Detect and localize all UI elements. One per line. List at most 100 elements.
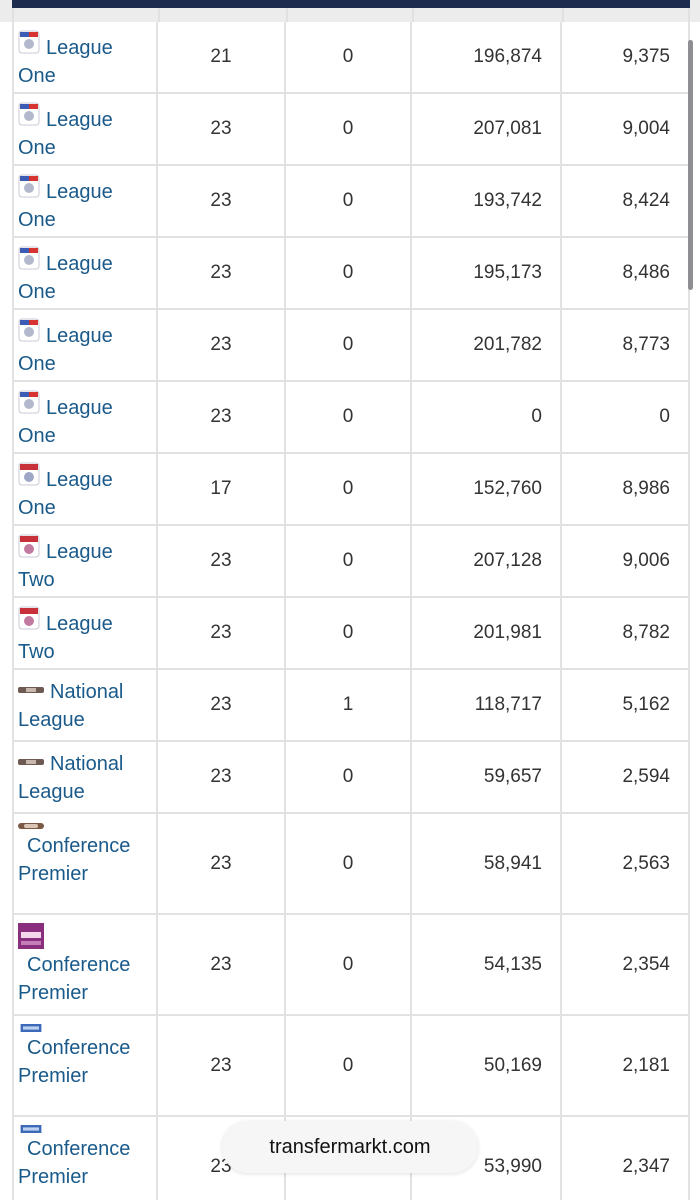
competition-cell[interactable]: League One — [12, 382, 158, 454]
url-text[interactable]: transfermarkt.com — [269, 1135, 431, 1158]
competition-link[interactable]: League One — [18, 30, 113, 87]
cell-col3: 0 — [286, 94, 412, 166]
cell-col3: 0 — [286, 310, 412, 382]
cell-col4: 50,169 — [412, 1016, 562, 1117]
competition-name[interactable]: League Two — [18, 613, 113, 663]
cell-col5: 9,004 — [562, 94, 690, 166]
league-one-logo-icon — [18, 174, 40, 198]
table-row: Conference Premier 23 0 50,169 2,181 — [12, 1016, 690, 1117]
competition-name[interactable]: National League — [18, 753, 124, 803]
cell-col2: 17 — [158, 454, 286, 526]
competition-name[interactable]: League One — [18, 397, 113, 447]
competition-name[interactable]: League One — [18, 469, 113, 519]
cell-col2: 23 — [158, 382, 286, 454]
cell-col5: 5,162 — [562, 670, 690, 742]
cell-col4: 193,742 — [412, 166, 562, 238]
competition-cell[interactable]: Conference Premier — [12, 1016, 158, 1117]
cell-col4: 196,874 — [412, 22, 562, 94]
table-row: League One 23 0 195,173 8,486 — [12, 238, 690, 310]
competition-cell[interactable]: National League — [12, 670, 158, 742]
competition-link[interactable]: League One — [18, 318, 113, 375]
cell-col5: 2,347 — [562, 1117, 690, 1200]
cell-col2: 23 — [158, 1016, 286, 1117]
competition-cell[interactable]: Conference Premier — [12, 814, 158, 915]
competition-link[interactable]: Conference Premier — [18, 1024, 152, 1087]
competition-name[interactable]: League One — [18, 37, 113, 87]
cell-col3: 0 — [286, 915, 412, 1016]
cell-col3: 0 — [286, 166, 412, 238]
cell-col2: 23 — [158, 166, 286, 238]
competition-link[interactable]: Conference Premier — [18, 822, 152, 885]
competition-cell[interactable]: League One — [12, 22, 158, 94]
competition-name[interactable]: Conference Premier — [18, 1037, 131, 1087]
competition-name[interactable]: League One — [18, 109, 113, 159]
competition-link[interactable]: League Two — [18, 534, 113, 591]
cell-col3: 0 — [286, 382, 412, 454]
competition-cell[interactable]: League Two — [12, 526, 158, 598]
cell-col4: 54,135 — [412, 915, 562, 1016]
cell-col5: 8,986 — [562, 454, 690, 526]
cell-col2: 21 — [158, 22, 286, 94]
competition-link[interactable]: League One — [18, 246, 113, 303]
competition-link[interactable]: Conference Premier — [18, 923, 152, 1004]
competition-link[interactable]: League One — [18, 174, 113, 231]
cell-col3: 0 — [286, 598, 412, 670]
cell-col4: 59,657 — [412, 742, 562, 814]
table-row: National League 23 0 59,657 2,594 — [12, 742, 690, 814]
competition-cell[interactable]: League One — [12, 238, 158, 310]
competition-cell[interactable]: League One — [12, 454, 158, 526]
table-row: League One 17 0 152,760 8,986 — [12, 454, 690, 526]
competition-name[interactable]: Conference Premier — [18, 835, 131, 885]
competition-link[interactable]: National League — [18, 681, 123, 731]
competition-name[interactable]: Conference Premier — [18, 954, 131, 1004]
league-one-logo-icon — [18, 246, 40, 270]
cell-col2: 23 — [158, 742, 286, 814]
scrollbar[interactable] — [688, 40, 693, 290]
national-league-logo-icon — [18, 759, 44, 765]
competition-link[interactable]: League One — [18, 102, 113, 159]
table-row: League One 23 0 193,742 8,424 — [12, 166, 690, 238]
league-one-logo-icon — [18, 102, 40, 126]
competition-link[interactable]: League One — [18, 462, 113, 519]
competition-link[interactable]: National League — [18, 753, 123, 803]
competition-link[interactable]: Conference Premier — [18, 1125, 152, 1188]
league-one-logo-icon — [18, 30, 40, 54]
table-header-bar — [12, 0, 690, 8]
cell-col5: 0 — [562, 382, 690, 454]
cell-col3: 0 — [286, 238, 412, 310]
competition-name[interactable]: League One — [18, 325, 113, 375]
league-two-logo-icon — [18, 606, 40, 630]
blue-square-premier-logo-icon — [20, 1125, 42, 1133]
competition-name[interactable]: League Two — [18, 541, 113, 591]
competition-name[interactable]: National League — [18, 681, 124, 731]
competition-cell[interactable]: Conference Premier — [12, 915, 158, 1016]
cell-col3: 0 — [286, 1016, 412, 1117]
competition-name[interactable]: Conference Premier — [18, 1138, 131, 1188]
competition-cell[interactable]: National League — [12, 742, 158, 814]
competition-link[interactable]: League One — [18, 390, 113, 447]
competition-cell[interactable]: League One — [12, 166, 158, 238]
cell-col4: 152,760 — [412, 454, 562, 526]
cell-col2: 23 — [158, 598, 286, 670]
competition-name[interactable]: League One — [18, 253, 113, 303]
competition-name[interactable]: League One — [18, 181, 113, 231]
competition-cell[interactable]: League One — [12, 94, 158, 166]
table-header-edge — [0, 0, 700, 22]
league-one-logo-icon — [18, 390, 40, 414]
cell-col2: 23 — [158, 814, 286, 915]
competition-cell[interactable]: Conference Premier — [12, 1117, 158, 1200]
competition-link[interactable]: League Two — [18, 606, 113, 663]
table-header-cells — [12, 8, 690, 22]
cell-col4: 118,717 — [412, 670, 562, 742]
competition-cell[interactable]: League Two — [12, 598, 158, 670]
league-two-logo-icon — [18, 534, 40, 558]
table-row: League One 23 0 207,081 9,004 — [12, 94, 690, 166]
cell-col5: 8,424 — [562, 166, 690, 238]
table-row: League One 21 0 196,874 9,375 — [12, 22, 690, 94]
browser-url-bar[interactable]: transfermarkt.com — [222, 1121, 478, 1173]
competition-cell[interactable]: League One — [12, 310, 158, 382]
table-row: League Two 23 0 207,128 9,006 — [12, 526, 690, 598]
cell-col5: 8,773 — [562, 310, 690, 382]
table-row: Conference Premier 23 0 54,135 2,354 — [12, 915, 690, 1016]
cell-col4: 0 — [412, 382, 562, 454]
